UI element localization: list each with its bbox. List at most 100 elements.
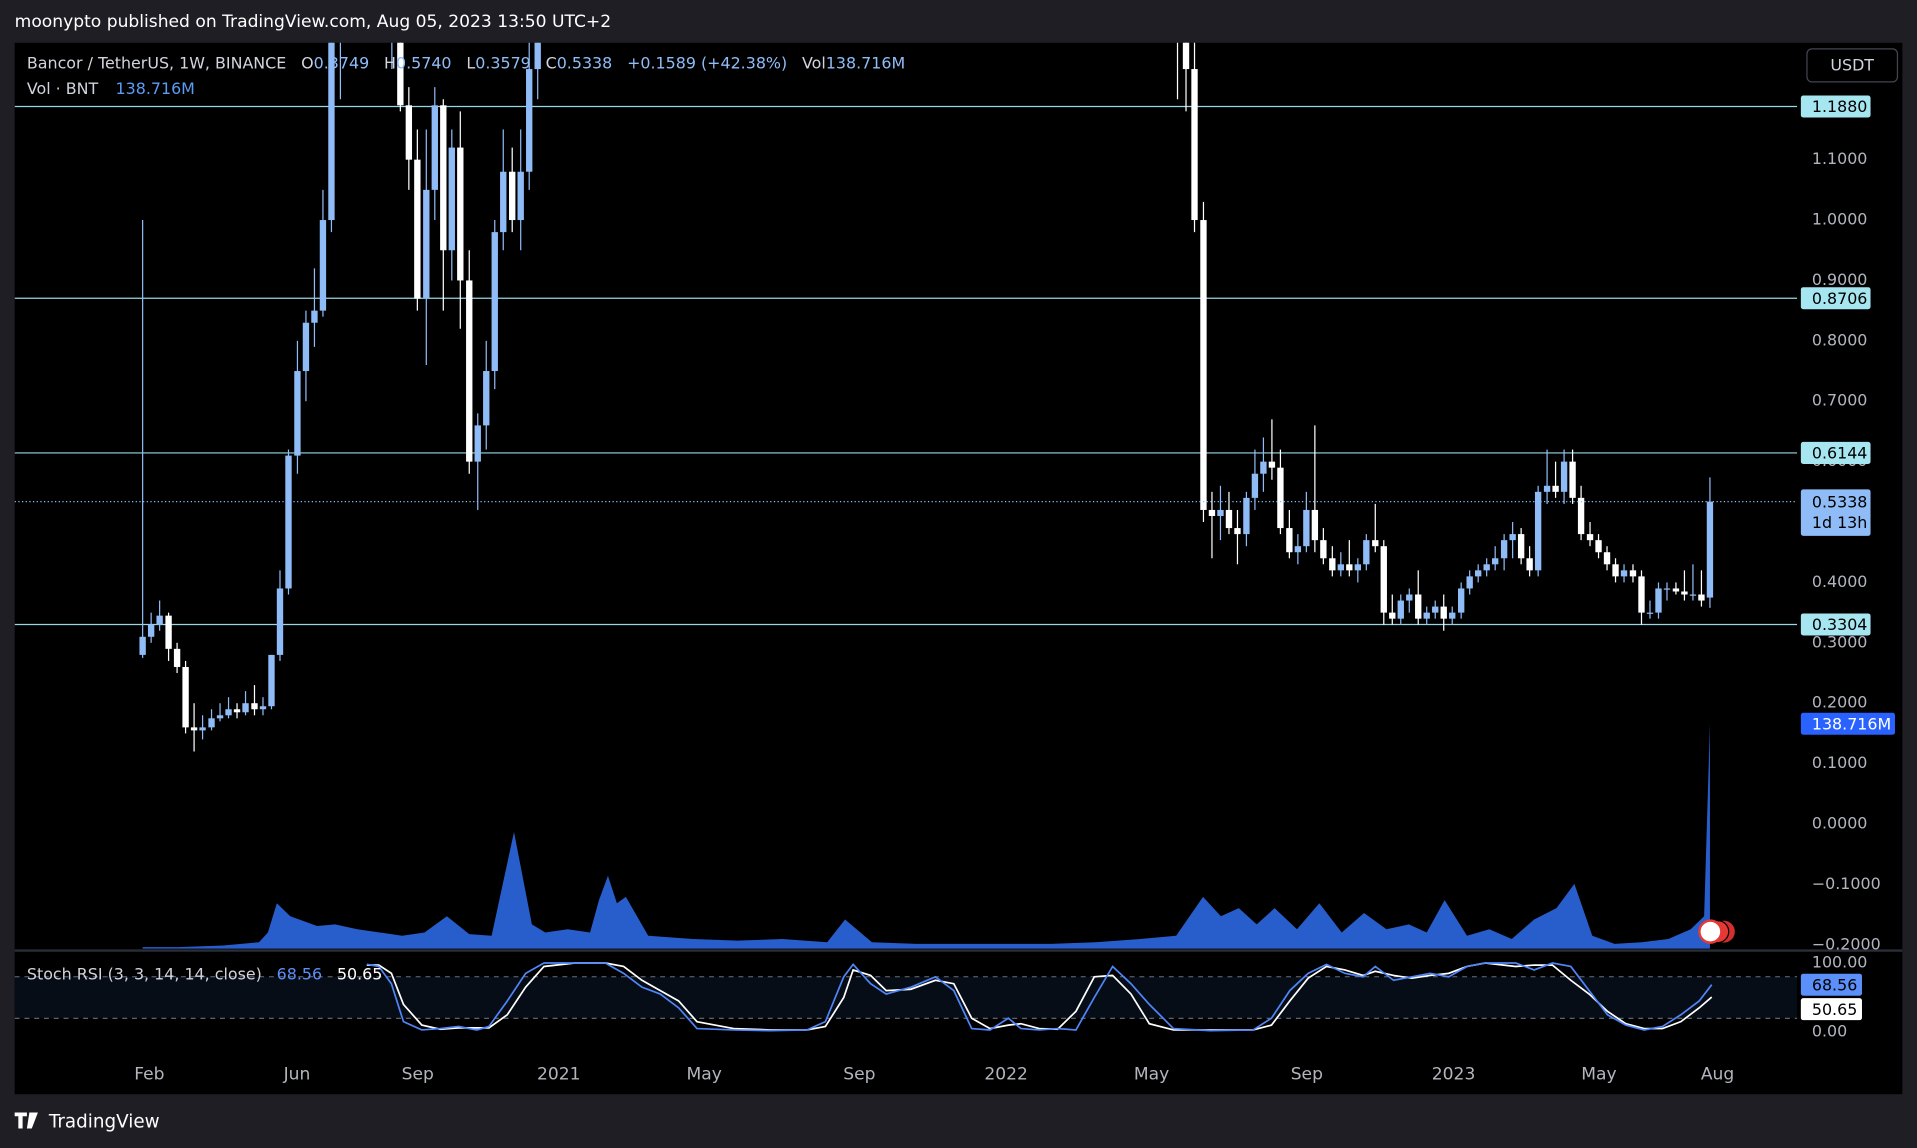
stoch-tick-label: 100.00 <box>1812 953 1868 972</box>
candle-body <box>1483 564 1490 571</box>
candle-body <box>165 615 172 649</box>
x-tick-label: 2023 <box>1432 1065 1476 1085</box>
x-tick-label: May <box>686 1065 721 1085</box>
candle-body <box>1191 69 1198 221</box>
candle-body <box>190 727 198 731</box>
candle-body <box>302 322 310 372</box>
overlay: Feb Jun Sep 2021 May Sep 2022 May Sep 2023 May Aug −… <box>134 95 1895 1085</box>
y-tick-label: 0.0000 <box>1812 814 1868 833</box>
candle-body <box>1372 540 1379 547</box>
candle-body <box>1432 606 1439 613</box>
candle-body <box>1286 528 1293 553</box>
volume-label: 138.716M <box>1812 714 1891 733</box>
candle-body <box>328 42 335 221</box>
candle-body <box>1294 546 1302 553</box>
level-label-box <box>1800 95 1871 118</box>
stoch-band-fill <box>14 976 1798 1019</box>
candle-body <box>1698 594 1705 601</box>
candle-body <box>276 588 284 655</box>
publisher: moonypto published on TradingView.com, A… <box>15 12 611 32</box>
candle-body <box>319 220 327 311</box>
candle-body <box>1449 612 1456 619</box>
candle-body <box>1200 220 1207 510</box>
candle-body <box>1389 612 1396 619</box>
candle-body <box>1706 501 1714 598</box>
candle-body <box>1689 594 1697 596</box>
candle-body <box>1569 461 1576 498</box>
candle-body <box>1646 612 1654 614</box>
stoch-d-line <box>366 962 1713 1031</box>
candle-body <box>1217 509 1224 516</box>
y-tick-label: −0.2000 <box>1812 934 1881 953</box>
level-label: 0.6144 <box>1812 444 1868 463</box>
footer-brand: TradingView <box>48 1111 160 1132</box>
y-tick-label: 0.3000 <box>1812 632 1868 651</box>
candle-body <box>1380 546 1387 613</box>
candle-body <box>1260 461 1267 474</box>
volume-legend: Vol · BNT 138.716M <box>27 79 195 98</box>
candle-body <box>1552 485 1559 492</box>
symbol-legend: Bancor / TetherUS, 1W, BINANCE O0.3749 H… <box>27 53 905 72</box>
level-label: 0.3304 <box>1812 615 1868 634</box>
candle-body <box>1346 564 1353 571</box>
candle-body <box>1457 588 1465 613</box>
candle-body <box>1672 588 1680 592</box>
candle-body <box>1526 558 1533 571</box>
candle-body <box>1208 509 1216 516</box>
candle-body <box>1474 570 1482 577</box>
currency[interactable]: USDT <box>1830 56 1874 75</box>
candle-body <box>1655 588 1662 613</box>
candle-body <box>1681 591 1688 595</box>
candle-body <box>397 42 404 106</box>
candle-body <box>431 105 438 190</box>
candle-body <box>526 69 533 172</box>
candle-body <box>268 654 275 707</box>
volume-area <box>142 723 1710 949</box>
candle-body <box>1612 564 1619 577</box>
close-value: 0.5338 <box>557 53 613 72</box>
x-tick-label: Jun <box>283 1065 311 1085</box>
candle-body <box>1638 576 1645 613</box>
candle-body <box>1466 576 1473 589</box>
y-tick-label: 1.0000 <box>1812 210 1868 229</box>
vol-value: 138.716M <box>826 53 905 72</box>
flag <box>1698 919 1723 944</box>
x-tick-label: Aug <box>1701 1065 1734 1085</box>
candle-body <box>1251 473 1259 498</box>
stoch-title: Stoch RSI (3, 3, 14, 14, close) <box>27 964 262 983</box>
currency-button[interactable] <box>1806 48 1899 83</box>
y-tick-label: 0.1000 <box>1812 753 1868 772</box>
candle-body <box>1629 570 1637 577</box>
logo <box>14 1112 38 1129</box>
stoch-legend: Stoch RSI (3, 3, 14, 14, close) 68.56 50… <box>27 964 382 983</box>
candle-body <box>1560 461 1568 492</box>
candle-body <box>1243 497 1250 535</box>
candle-body <box>1543 485 1551 492</box>
low-key: L <box>466 53 475 72</box>
y-tick-label: 1.1000 <box>1812 149 1868 168</box>
level-label-box <box>1800 441 1871 464</box>
candle-body <box>1517 534 1525 559</box>
candle-body <box>311 310 318 323</box>
event-flags <box>1698 919 1735 944</box>
candle-body <box>285 455 292 589</box>
high-value: 0.5740 <box>396 53 452 72</box>
candle-body <box>1500 540 1508 559</box>
candle-body <box>448 147 455 251</box>
stoch-d-label: 50.65 <box>1812 1000 1857 1019</box>
stoch-k-value: 68.56 <box>277 964 322 983</box>
candle-body <box>242 703 249 713</box>
high-key: H <box>384 53 396 72</box>
stoch-pane <box>14 962 1798 1032</box>
open-key: O <box>301 53 314 72</box>
x-tick-label: May <box>1134 1065 1169 1085</box>
candle-body <box>1397 600 1404 619</box>
y-tick-label: 0.2000 <box>1812 693 1868 712</box>
candle-body <box>1303 509 1310 547</box>
candle-body <box>509 171 516 221</box>
x-tick-label: 2021 <box>537 1065 581 1085</box>
symbol: Bancor / TetherUS, 1W, BINANCE <box>27 53 286 72</box>
candle-body <box>208 718 215 728</box>
candle-body <box>1423 612 1430 619</box>
stoch-d-box <box>1800 998 1862 1021</box>
